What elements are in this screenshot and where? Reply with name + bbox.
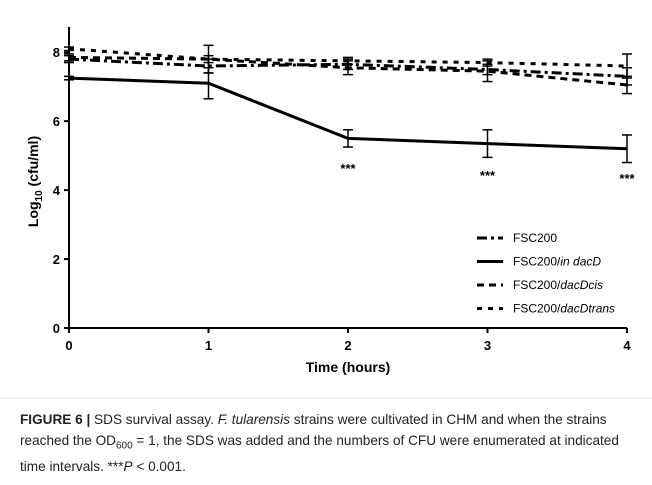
- series-layer: [64, 44, 632, 164]
- y-tick-label: 0: [53, 321, 60, 336]
- y-tick-label: 8: [53, 45, 60, 60]
- legend-label-0: FSC200: [513, 231, 557, 245]
- x-tick-label: 4: [623, 338, 631, 353]
- significance-mark: ***: [480, 168, 496, 183]
- legend-label-italic: in dacD: [560, 255, 601, 269]
- y-axis-title-rest: (cfu/ml): [25, 136, 41, 190]
- legend-label-italic: dacDcis: [560, 278, 603, 292]
- y-axis-title-main: Log: [25, 201, 41, 227]
- legend-label-name: FSC200/: [513, 278, 561, 292]
- significance-mark: ***: [619, 171, 635, 186]
- y-tick-label: 6: [53, 114, 60, 129]
- caption-label: FIGURE 6 |: [20, 412, 91, 427]
- annotations: *** *** ***: [340, 161, 635, 186]
- y-axis-title-sub: 10: [34, 190, 45, 202]
- y-axis-title: Log10 (cfu/ml): [25, 136, 45, 227]
- x-tick-label: 2: [344, 338, 351, 353]
- x-tick-label: 1: [205, 338, 212, 353]
- legend-label-3: FSC200/dacDtrans: [513, 302, 615, 316]
- legend-label-1: FSC200/in dacD: [513, 255, 601, 269]
- y-tick-label: 4: [53, 183, 61, 198]
- caption-part3: = 1, the SDS was added and the numbers o…: [20, 432, 619, 474]
- caption-species: F. tularensis: [217, 412, 290, 427]
- significance-mark: ***: [340, 161, 356, 176]
- legend-label-name: FSC200/: [513, 302, 561, 316]
- legend-label-italic: dacDtrans: [560, 302, 615, 316]
- x-axis-title: Time (hours): [306, 359, 391, 375]
- series-1: [64, 66, 632, 164]
- x-tick-label: 0: [65, 338, 72, 353]
- caption-part2: strains were cultivated in CHM and when …: [20, 412, 607, 448]
- series-3: [64, 46, 632, 79]
- legend-label-name: FSC200/: [513, 255, 561, 269]
- series-2: [64, 44, 632, 95]
- caption-p: P: [123, 458, 133, 474]
- caption-od-sub: 600: [115, 440, 133, 452]
- legend-label-2: FSC200/dacDcis: [513, 278, 603, 292]
- figure-caption: FIGURE 6 | SDS survival assay. F. tulare…: [20, 410, 640, 477]
- axes: 0 2 4 6 8 0 1 2 3 4 Time (hours) Log10 (cfu/ml): [0, 27, 652, 399]
- caption-part4: < 0.001.: [132, 458, 186, 474]
- y-tick-label: 2: [53, 252, 60, 267]
- legend-label-name: FSC200: [513, 231, 557, 245]
- x-tick-label: 3: [484, 338, 491, 353]
- caption-part1: SDS survival assay.: [90, 412, 218, 427]
- line-chart: 0 2 4 6 8 0 1 2 3 4 Time (hours) Log10 (cfu/ml) ***…: [0, 27, 652, 399]
